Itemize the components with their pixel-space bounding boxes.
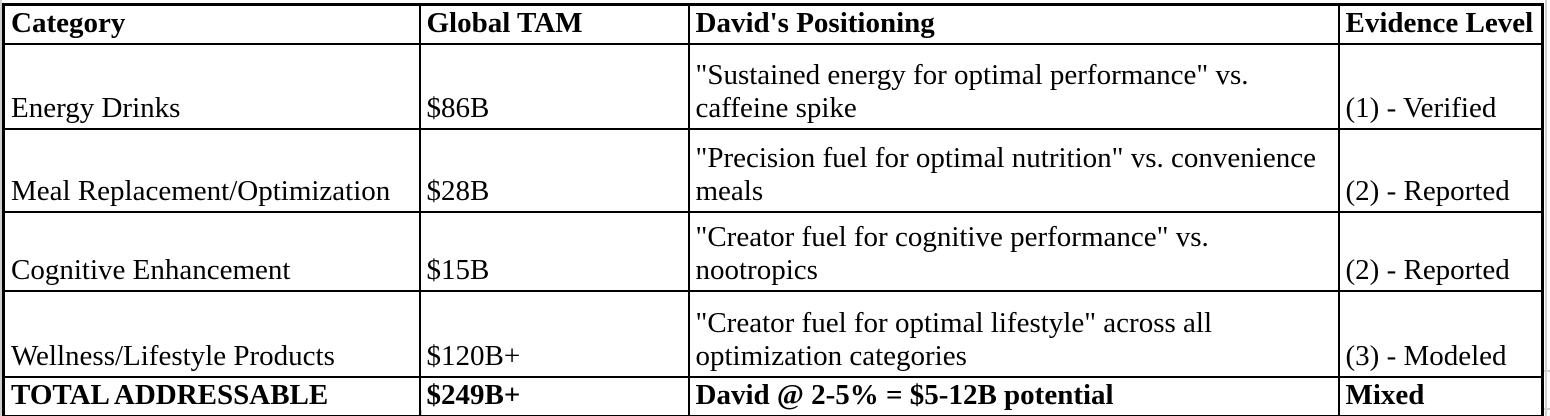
cell-category: Wellness/Lifestyle Products xyxy=(2,290,421,378)
total-evidence: Mixed xyxy=(1337,376,1544,416)
header-category: Category xyxy=(2,3,421,45)
cell-evidence: (2) - Reported xyxy=(1337,211,1544,292)
header-global-tam: Global TAM xyxy=(418,3,690,45)
cell-evidence: (2) - Reported xyxy=(1337,128,1544,213)
cell-positioning: "Sustained energy for optimal performanc… xyxy=(687,43,1340,130)
cell-positioning: "Creator fuel for cognitive performance"… xyxy=(687,211,1340,292)
spreadsheet-gridline-ext xyxy=(1542,408,1550,410)
cell-category: Cognitive Enhancement xyxy=(2,211,421,292)
header-positioning: David's Positioning xyxy=(687,3,1340,45)
spreadsheet-gridline-right xyxy=(1545,0,1547,416)
tam-analysis-table: Category Global TAM David's Positioning … xyxy=(2,3,1544,416)
spreadsheet-gridline-ext xyxy=(1542,370,1550,372)
total-global-tam: $249B+ xyxy=(418,376,690,416)
cell-positioning: "Precision fuel for optimal nutrition" v… xyxy=(687,128,1340,213)
table-total-row: TOTAL ADDRESSABLE $249B+ David @ 2-5% = … xyxy=(2,376,1544,416)
cell-global-tam: $15B xyxy=(418,211,690,292)
table-row: Energy Drinks $86B "Sustained energy for… xyxy=(2,43,1544,130)
total-category: TOTAL ADDRESSABLE xyxy=(2,376,421,416)
cell-evidence: (3) - Modeled xyxy=(1337,290,1544,378)
spreadsheet-gridline-left xyxy=(0,0,2,416)
table-row: Meal Replacement/Optimization $28B "Prec… xyxy=(2,128,1544,213)
total-positioning: David @ 2-5% = $5-12B potential xyxy=(687,376,1340,416)
cell-global-tam: $28B xyxy=(418,128,690,213)
table-row: Cognitive Enhancement $15B "Creator fuel… xyxy=(2,211,1544,292)
cell-global-tam: $120B+ xyxy=(418,290,690,378)
cell-global-tam: $86B xyxy=(418,43,690,130)
table-row: Wellness/Lifestyle Products $120B+ "Crea… xyxy=(2,290,1544,378)
cell-category: Energy Drinks xyxy=(2,43,421,130)
table-header-row: Category Global TAM David's Positioning … xyxy=(2,3,1544,45)
cell-evidence: (1) - Verified xyxy=(1337,43,1544,130)
cell-positioning: "Creator fuel for optimal lifestyle" acr… xyxy=(687,290,1340,378)
header-evidence: Evidence Level xyxy=(1337,3,1544,45)
cell-category: Meal Replacement/Optimization xyxy=(2,128,421,213)
